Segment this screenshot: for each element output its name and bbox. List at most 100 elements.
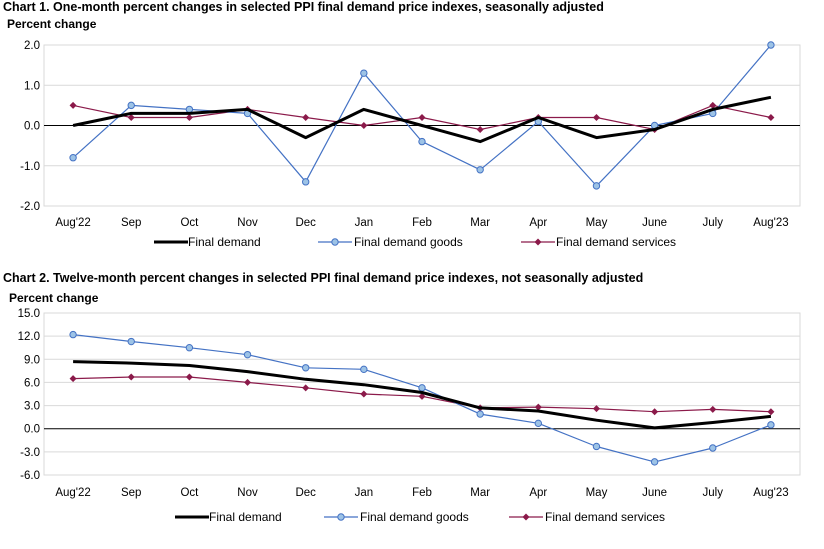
chart2-services-point: [709, 405, 717, 413]
legend-demand-label: Final demand: [188, 235, 261, 249]
chart2-y-tick-label: -3.0: [20, 447, 40, 459]
chart2-x-tick-label: Nov: [237, 487, 258, 499]
legend-services-label: Final demand services: [545, 510, 666, 524]
legend-goods-line-icon: [324, 513, 358, 521]
chart2-y-tick-label: 15.0: [18, 308, 40, 320]
chart2-goods-point: [534, 419, 543, 428]
chart1-goods-point: [360, 69, 368, 77]
chart2-y-tick-label: -6.0: [20, 470, 40, 482]
chart2-x-tick-label: July: [703, 487, 724, 499]
chart1-y-tick-label: 1.0: [24, 80, 40, 92]
chart1-x-tick-label: Aug'23: [753, 217, 788, 229]
chart2-services-point: [534, 403, 542, 411]
chart2-series-demand-line: [73, 360, 772, 430]
chart1-legend: Final demand Final demand goods Final de…: [0, 234, 824, 250]
chart2-services-point: [360, 390, 368, 398]
chart1-services-point: [767, 113, 775, 121]
legend-demand-line-icon: [175, 515, 209, 519]
chart1-y-tick-label: 0.0: [24, 121, 40, 133]
chart2-x-tick-label: Aug'23: [753, 487, 788, 499]
chart2-x-tick-label: Jan: [355, 487, 374, 499]
chart2-services-point: [127, 373, 135, 381]
chart1-y-axis-label: Percent change: [7, 17, 97, 31]
chart2-x-tick-label: June: [642, 487, 667, 499]
chart1-y-tick-label: -1.0: [20, 161, 40, 173]
chart2-goods-point: [767, 421, 775, 429]
chart2-x-tick-label: Oct: [180, 487, 199, 499]
chart1-x-tick-label: Feb: [412, 217, 432, 229]
chart2-goods-point: [476, 410, 484, 418]
chart1-services-point: [592, 113, 600, 121]
chart2-goods-point: [243, 350, 252, 359]
chart2-title: Chart 2. Twelve-month percent changes in…: [3, 271, 644, 285]
chart2-y-tick-label: 3.0: [24, 401, 40, 413]
legend-goods-label: Final demand goods: [354, 235, 463, 249]
chart1-x-tick-label: Nov: [237, 217, 258, 229]
chart1-plot: 2.0 1.0 0.0 -1.0 -2.0 Aug'22 Sep Oct Nov Dec Jan Fe…: [20, 40, 801, 229]
chart1-x-tick-label: Dec: [295, 217, 316, 229]
chart2-goods-point: [127, 337, 135, 346]
legend-demand-label: Final demand: [209, 510, 282, 524]
chart2-x-tick-label: Feb: [412, 487, 432, 499]
chart1-goods-point: [301, 178, 310, 186]
chart1-goods-point: [767, 41, 775, 49]
chart1-services-point: [360, 122, 368, 129]
chart2-y-axis-label: Percent change: [9, 291, 99, 305]
chart1-x-tick-label: June: [642, 217, 667, 229]
chart1-services-point: [418, 113, 426, 121]
chart1-services-point: [69, 101, 77, 109]
chart1-x-tick-label: May: [586, 217, 608, 229]
chart1-services-point: [127, 113, 135, 121]
legend-services-line-icon: [521, 238, 555, 246]
chart2-x-tick-label: Aug'22: [55, 487, 90, 499]
chart1-goods-point: [418, 137, 426, 146]
legend-demand-line-icon: [154, 240, 188, 244]
chart2-services-point: [651, 408, 659, 416]
chart1-x-tick-label: Mar: [470, 217, 490, 229]
chart1-y-tick-label: 2.0: [24, 40, 40, 52]
legend-goods-line-icon: [318, 238, 352, 246]
chart1-services-point: [709, 101, 717, 109]
chart1-title: Chart 1. One-month percent changes in se…: [3, 0, 604, 14]
chart2-goods-point: [709, 444, 717, 452]
chart2-goods-point: [418, 384, 426, 392]
chart1-x-tick-label: Apr: [529, 217, 547, 229]
chart2-services-point: [244, 378, 252, 386]
chart2-services-point: [418, 392, 426, 400]
chart2-y-tick-label: 12.0: [18, 331, 40, 343]
chart2-services-point: [592, 405, 600, 413]
chart2-y-tick-label: 6.0: [24, 377, 40, 389]
chart2-services-point: [302, 384, 310, 392]
chart1-x-tick-label: July: [703, 217, 724, 229]
chart2-goods-point: [69, 330, 77, 339]
chart1-services-point: [302, 113, 310, 121]
chart2-goods-point: [360, 365, 368, 374]
chart2-services-point: [69, 375, 77, 383]
chart1-series-demand-line: [72, 95, 772, 144]
chart2-y-tick-label: 0.0: [24, 424, 40, 436]
chart2-x-tick-label: Sep: [121, 487, 141, 499]
chart2-x-tick-label: Apr: [529, 487, 547, 499]
chart1-x-tick-label: Sep: [121, 217, 141, 229]
chart1-goods-point: [69, 154, 77, 162]
chart2-goods-point: [185, 344, 194, 352]
chart2-y-tick-label: 9.0: [24, 354, 40, 366]
chart2-x-tick-label: Mar: [470, 487, 490, 499]
chart1-x-tick-label: Oct: [180, 217, 199, 229]
chart2-goods-point: [301, 364, 310, 372]
chart2-goods-point: [650, 458, 659, 466]
chart1-x-tick-label: Aug'22: [55, 217, 90, 229]
chart1-x-tick-label: Jan: [355, 217, 374, 229]
legend-goods-label: Final demand goods: [360, 510, 469, 524]
chart2-x-tick-label: Dec: [295, 487, 316, 499]
chart1-services-point: [476, 126, 484, 134]
chart2-services-point: [185, 373, 193, 381]
chart1-y-tick-label: -2.0: [20, 201, 40, 213]
chart2-services-point: [767, 408, 775, 416]
legend-services-line-icon: [509, 513, 543, 521]
chart2-legend: Final demand Final demand goods Final de…: [0, 509, 824, 525]
chart2-x-tick-label: May: [586, 487, 608, 499]
chart1-goods-point: [127, 101, 135, 110]
chart2-goods-point: [592, 442, 601, 451]
